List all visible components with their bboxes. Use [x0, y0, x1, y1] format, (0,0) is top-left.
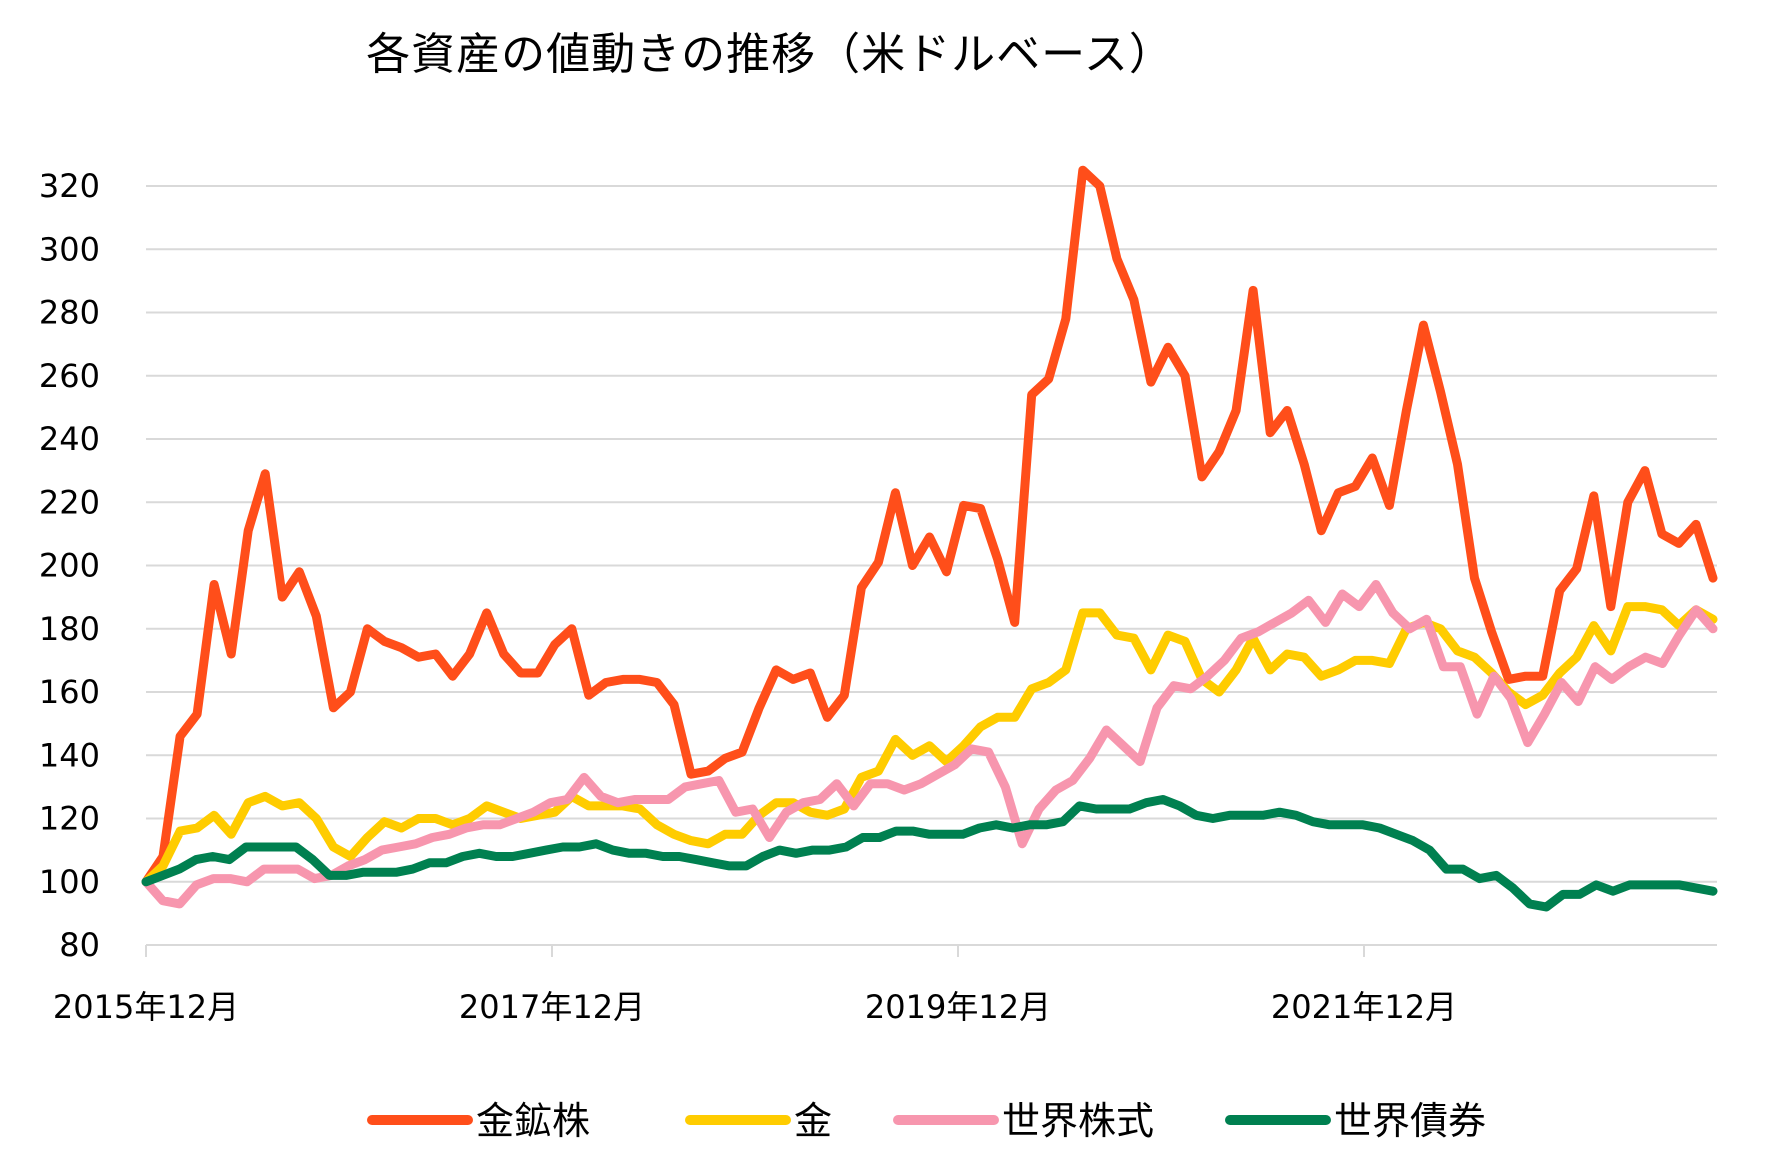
- chart-title: 各資産の値動きの推移（米ドルベース）: [366, 29, 1174, 80]
- legend-label: 金: [794, 1099, 832, 1143]
- y-tick-label: 300: [39, 230, 100, 268]
- series-line-世界株式: [141, 580, 1718, 909]
- y-tick-label: 220: [39, 483, 100, 521]
- y-tick-label: 240: [39, 420, 100, 458]
- y-tick-label: 320: [39, 167, 100, 205]
- legend-label: 世界債券: [1334, 1099, 1486, 1143]
- series-line-金: [141, 602, 1718, 887]
- y-tick-label: 80: [59, 926, 100, 964]
- y-tick-label: 180: [39, 610, 100, 648]
- y-tick-label: 200: [39, 547, 100, 585]
- x-tick-label: 2021年12月: [1271, 988, 1457, 1026]
- y-tick-label: 100: [39, 863, 100, 901]
- y-tick-label: 120: [39, 800, 100, 838]
- series-line-金鉱株: [141, 165, 1718, 887]
- legend-label: 金鉱株: [476, 1099, 590, 1143]
- axes: 80 100 120 140 160 180 200 220 240 260 280 300 320 20…: [39, 167, 1717, 1026]
- x-tick-label: 2017年12月: [459, 988, 645, 1026]
- x-tick-label: 2019年12月: [865, 988, 1051, 1026]
- y-tick-label: 140: [39, 736, 100, 774]
- grid-lines: [146, 185, 1717, 883]
- y-tick-label: 280: [39, 294, 100, 332]
- series-lines: [141, 165, 1718, 912]
- series-line-世界債券: [141, 795, 1718, 912]
- y-tick-label: 160: [39, 673, 100, 711]
- y-tick-label: 260: [39, 357, 100, 395]
- legend-label: 世界株式: [1002, 1099, 1154, 1143]
- legend: 金鉱株 金 世界株式 世界債券: [367, 1099, 1486, 1143]
- x-tick-label: 2015年12月: [53, 988, 239, 1026]
